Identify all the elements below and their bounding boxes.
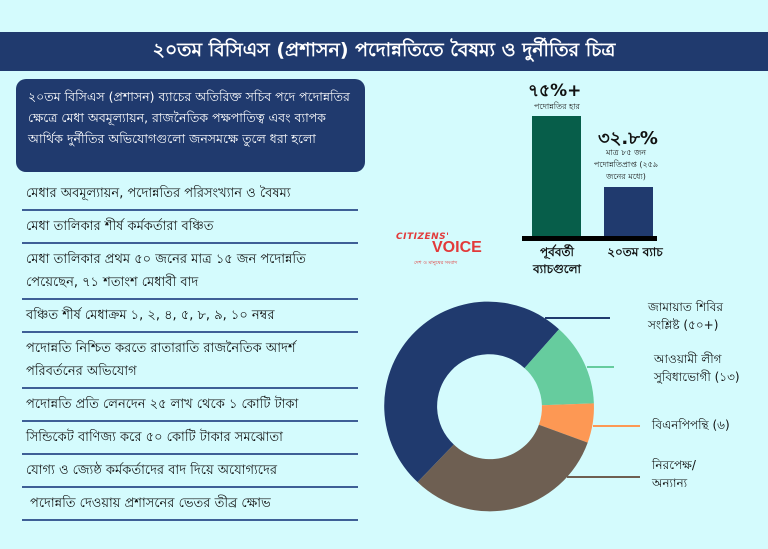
- intro-text: ২০তম বিসিএস (প্রশাসন) ব্যাচের অতিরিক্ত স…: [28, 89, 350, 146]
- bar-note-20th: মাত্র ৮৫ জন পদোন্নতিপ্রাপ্ত (২৫৯ জনের মধ…: [593, 148, 659, 181]
- legend-awami: আওয়ামী লীগ সুবিধাভোগী (১৩): [654, 352, 740, 384]
- legend-bnp: বিএনপিপন্থি (৬): [652, 418, 730, 432]
- leader-line-bnp: [593, 425, 640, 427]
- donut-segment-awami: [524, 329, 594, 406]
- leader-line-awami: [587, 366, 614, 368]
- list-item: পদোন্নতি প্রতি লেনদেন ২৫ লাখ থেকে ১ কোটি…: [22, 389, 358, 422]
- bar-value-previous: ৭৫%+: [528, 81, 582, 101]
- bar-20th-batch: [604, 187, 653, 237]
- affiliation-donut-chart: [384, 301, 594, 512]
- bar-note-previous: পদোন্নতির হার: [534, 102, 580, 111]
- logo-tagline: দেশ ও মানুষের সংবাদ: [414, 260, 458, 266]
- bar-baseline: [522, 236, 657, 241]
- leader-line-jamaat: [545, 317, 610, 319]
- legend-neutral: নিরপেক্ষ/ অন্যান্য: [652, 458, 696, 490]
- leader-line-neutral: [567, 476, 640, 478]
- list-item: পদোন্নতি নিশ্চিত করতে রাতারাতি রাজনৈতিক …: [22, 333, 358, 389]
- intro-box: ২০তম বিসিএস (প্রশাসন) ব্যাচের অতিরিক্ত স…: [16, 79, 365, 172]
- legend-jamaat: জামায়াত শিবির সংশ্লিষ্ট (৫০+): [648, 300, 723, 332]
- list-item: মেধা তালিকার শীর্ষ কর্মকর্তারা বঞ্চিত: [22, 211, 358, 244]
- list-item: সিন্ডিকেট বাণিজ্য করে ৫০ কোটি টাকার সমঝো…: [22, 422, 358, 455]
- list-item: পদোন্নতি দেওয়ায় প্রশাসনের ভেতর তীব্র ক…: [22, 488, 358, 521]
- donut-segment-jamaat: [384, 301, 559, 483]
- list-item: বঞ্চিত শীর্ষ মেধাক্রম ১, ২, ৪, ৫, ৮, ৯, …: [22, 300, 358, 333]
- list-item: মেধা তালিকার প্রথম ৫০ জনের মাত্র ১৫ জন প…: [22, 244, 358, 300]
- logo-main-text: VOICE: [432, 239, 482, 256]
- page-title: ২০তম বিসিএস (প্রশাসন) পদোন্নতিতে বৈষম্য …: [152, 38, 616, 61]
- logo-top-text: CITIZENS': [396, 232, 450, 242]
- page-title-banner: ২০তম বিসিএস (প্রশাসন) পদোন্নতিতে বৈষম্য …: [0, 32, 768, 71]
- donut-segment-neutral: [417, 424, 588, 512]
- list-item: যোগ্য ও জ্যেষ্ঠ কর্মকর্তাদের বাদ দিয়ে অ…: [22, 455, 358, 488]
- citizens-voice-logo: CITIZENS' VOICE দেশ ও মানুষের সংবাদ: [392, 232, 492, 272]
- promotion-rate-bar-chart: ৭৫%+ পদোন্নতির হার ৩২.৮% মাত্র ৮৫ জন পদো…: [500, 70, 700, 290]
- bar-value-20th: ৩২.৮%: [598, 128, 658, 149]
- bar-category-previous: পূর্ববর্তী ব্যাচগুলো: [532, 245, 581, 276]
- key-points-list: মেধার অবমূল্যায়ন, পদোন্নতির পরিসংখ্যান …: [22, 178, 358, 521]
- bar-previous-batches: [532, 116, 581, 237]
- bar-category-20th: ২০তম ব্যাচ: [607, 245, 663, 259]
- donut-segment-bnp: [538, 403, 594, 443]
- list-item: মেধার অবমূল্যায়ন, পদোন্নতির পরিসংখ্যান …: [22, 178, 358, 211]
